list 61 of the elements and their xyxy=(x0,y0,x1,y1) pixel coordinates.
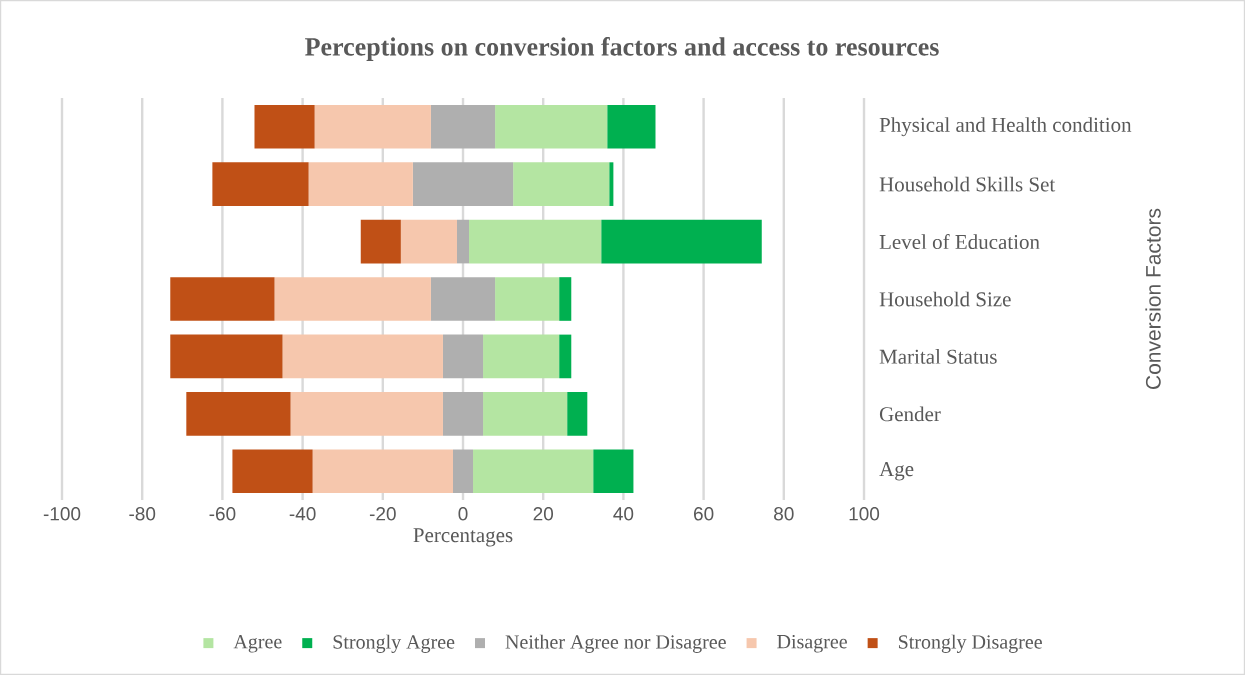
legend-label: Agree xyxy=(233,635,282,653)
y-tick-label: Level of Education xyxy=(879,234,1040,250)
bar xyxy=(452,449,474,494)
x-tick-label: 80 xyxy=(774,507,794,521)
x-tick-label: 40 xyxy=(613,507,634,521)
bar xyxy=(290,392,443,436)
bar xyxy=(601,219,762,264)
bar xyxy=(430,104,496,149)
x-tick-label: -60 xyxy=(209,507,236,521)
x-axis-title: Percentages xyxy=(413,528,513,547)
legend-label: Strongly Agree xyxy=(333,634,455,653)
y-axis-title: Conversion Factors xyxy=(1145,208,1161,389)
x-tick-label: 0 xyxy=(458,507,468,521)
bar xyxy=(170,277,275,321)
bar xyxy=(442,334,484,379)
bar xyxy=(232,449,313,494)
x-tick-label: -40 xyxy=(289,507,316,521)
bar xyxy=(473,449,594,494)
bar xyxy=(559,334,572,379)
bar xyxy=(430,277,496,321)
x-tick-label: -80 xyxy=(129,507,156,521)
bar xyxy=(360,219,401,264)
bar xyxy=(567,392,588,436)
bar xyxy=(593,449,634,494)
bar xyxy=(170,334,283,379)
x-tick-label: -20 xyxy=(369,507,396,521)
x-tick-label: 100 xyxy=(849,507,880,521)
bar xyxy=(495,277,560,321)
bar xyxy=(607,104,656,149)
bar xyxy=(254,104,315,149)
bar xyxy=(495,104,608,149)
bar xyxy=(442,392,484,436)
bar xyxy=(186,392,291,436)
legend-label: Disagree xyxy=(777,635,847,653)
bar xyxy=(483,392,568,436)
bar xyxy=(314,104,431,149)
bar xyxy=(308,162,413,206)
chart-title: Perceptions on conversion factors and access to resources xyxy=(305,37,939,61)
bar xyxy=(312,449,453,494)
bar xyxy=(483,334,560,379)
y-tick-label: Household Skills Set xyxy=(879,176,1056,192)
x-tick-label: 60 xyxy=(694,507,714,521)
bar xyxy=(469,219,602,264)
x-tick-label: -100 xyxy=(43,507,81,521)
bar xyxy=(513,162,610,206)
bar xyxy=(212,162,309,206)
y-tick-label: Physical and Health condition xyxy=(879,117,1132,137)
y-tick-label: Marital Status xyxy=(879,349,997,364)
bar xyxy=(412,162,514,206)
bar xyxy=(274,277,431,321)
bar xyxy=(609,162,614,206)
y-tick-label: Age xyxy=(879,462,914,481)
bar xyxy=(559,277,572,321)
bar xyxy=(456,219,470,264)
bar xyxy=(282,334,443,379)
y-tick-label: Household Size xyxy=(879,291,1011,307)
y-tick-label: Gender xyxy=(879,406,941,422)
x-tick-label: 20 xyxy=(533,507,554,521)
bar xyxy=(400,219,457,264)
legend-label: Strongly Disagree xyxy=(898,634,1042,653)
legend-label: Neither Agree nor Disagree xyxy=(505,634,726,653)
